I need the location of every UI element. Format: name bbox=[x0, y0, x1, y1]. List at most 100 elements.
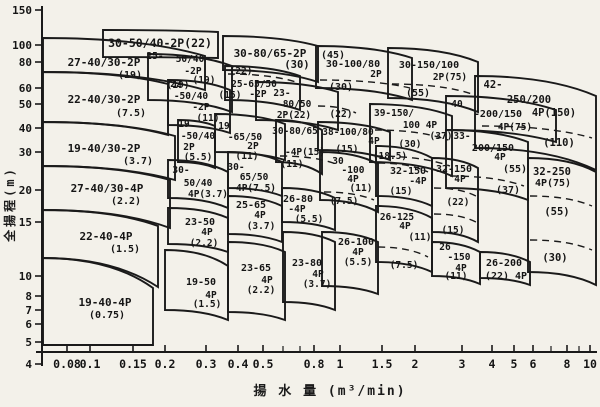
region-outline-30-80-65-2P bbox=[222, 35, 319, 84]
region-label-30-80-65-2P: (30) bbox=[284, 59, 309, 71]
region-outline-23-65-4P bbox=[227, 241, 286, 322]
region-outline-25-50-40-2P bbox=[147, 53, 233, 114]
region-label-33-200-150-4P: 4P bbox=[494, 152, 506, 163]
region-label-23-65-4P: 23-65 bbox=[241, 263, 271, 274]
region-label-23-50-4P: 23-50 bbox=[185, 217, 215, 228]
region-label-30-80-65-4P: -4P(15) bbox=[285, 147, 325, 158]
region-label-22-50-40-2P: -2P bbox=[192, 102, 209, 113]
region-label-30-50-40-4P: 50/40 bbox=[184, 178, 213, 189]
region-label-27-40-30-2P: (19) bbox=[118, 70, 142, 81]
y-tick-label: 80 bbox=[19, 56, 32, 69]
region-label-19-50-40-2P: 19 bbox=[178, 119, 190, 130]
y-tick-label: 5 bbox=[25, 336, 32, 349]
region-outline-27-40-30-4P bbox=[42, 165, 171, 230]
region-divider-39-150-100-4P bbox=[374, 129, 449, 141]
region-outline-25-65-4P bbox=[227, 195, 283, 244]
region-label-32-150-4P-b: 4P bbox=[454, 174, 466, 185]
region-label-23-80-50-2P: 80/50 bbox=[283, 99, 312, 110]
region-divider-30-80-65-4P bbox=[279, 155, 337, 165]
region-label-32-150-4P-a: (18.5) bbox=[373, 151, 407, 162]
y-tick-label: 8 bbox=[25, 290, 32, 303]
region-label-30-100-4P: (11) bbox=[350, 183, 373, 194]
region-label-40-200-150-4P: 4P(75) bbox=[498, 122, 532, 133]
x-tick-label: 2 bbox=[412, 357, 419, 371]
region-outline-19-50-4P bbox=[164, 249, 229, 322]
region-divider-23-80-50-2P bbox=[317, 105, 357, 114]
region-label-23-50-4P: (2.2) bbox=[190, 238, 219, 249]
region-label-22-40-30-2P: (7.5) bbox=[116, 108, 146, 119]
region-label-38-100-80-4P: 4P bbox=[368, 136, 380, 147]
x-tick-label: 0.1 bbox=[80, 357, 101, 371]
region-divider-33-200-150-4P bbox=[449, 175, 525, 187]
region-divider-32-250-4P bbox=[529, 195, 593, 207]
y-tick-label: 20 bbox=[19, 184, 32, 197]
region-label-26-125-4P: 26-125 bbox=[380, 212, 415, 223]
region-label-42-250-200-4P: 250/200 bbox=[507, 94, 551, 106]
region-label-30-100-80-2P: 30-100/80 bbox=[326, 59, 380, 70]
region-label-26-100-4P: 4P bbox=[352, 247, 364, 258]
region-label-30-50-40-4P: 4P(3.7) bbox=[188, 189, 228, 200]
region-label-19-40-30-2P: (3.7) bbox=[123, 156, 153, 167]
region-label-19-50-4P: 4P bbox=[205, 290, 217, 301]
region-label-32-250-4P: 32-250 bbox=[533, 166, 571, 178]
region-label-19-50-40-2P: 2P bbox=[183, 142, 195, 153]
region-label-22-50-40-2P: (11) bbox=[197, 113, 220, 124]
y-tick-label: 6 bbox=[25, 318, 32, 331]
region-label-25-50-40-2P: 50/40 bbox=[176, 54, 205, 65]
region-label-26-100-4P: (5.5) bbox=[344, 257, 373, 268]
region-label-26-200-4P: (22) 4P bbox=[485, 271, 527, 282]
region-label-25-65-4P: 4P bbox=[254, 210, 266, 221]
region-label-27-40-30-4P: 27-40/30-4P bbox=[71, 182, 144, 195]
region-label-30-100-4P: 30 bbox=[332, 156, 344, 167]
x-tick-label: 0.2 bbox=[155, 357, 176, 371]
region-outline-32-150-4P-b bbox=[431, 157, 479, 244]
region-outline-22-40-4P bbox=[42, 209, 159, 289]
region-label-32-150-4P-a: -4P bbox=[409, 176, 426, 187]
region-label-23-65-4P: 4P bbox=[261, 275, 273, 286]
x-tick-label: 0.5 bbox=[253, 357, 274, 371]
region-label-42-250-200-4P: 42- bbox=[484, 79, 503, 91]
region-label-26-125-4P: (7.5) bbox=[390, 260, 419, 271]
region-label-32-250-4P: (30) bbox=[542, 252, 567, 264]
x-tick-label: 0.8 bbox=[304, 357, 325, 371]
region-label-32-150-4P-b: (22) bbox=[447, 197, 470, 208]
region-label-30-65-50-4P: 30- bbox=[227, 162, 244, 173]
region-outline-30-100-80-2P bbox=[315, 45, 413, 102]
x-tick-label: 6 bbox=[530, 357, 537, 371]
region-divider-26-125-4P bbox=[377, 246, 429, 258]
region-label-26-80-4P: -4P bbox=[288, 204, 305, 215]
region-label-26-150-4P: 4P bbox=[455, 263, 467, 274]
y-tick-label: 4 bbox=[25, 358, 32, 371]
y-tick-label: 30 bbox=[19, 146, 32, 159]
region-label-30-80-65-2P: 30-80/65-2P bbox=[234, 47, 307, 60]
region-label-39-150-100-4P: (30) bbox=[399, 139, 422, 150]
region-label-26-150-4P: -150 bbox=[448, 252, 471, 263]
region-label-30-65-50-4P: 65/50 bbox=[240, 172, 269, 183]
region-outline-23-80-4P bbox=[282, 231, 336, 312]
region-outline-25-65-50-2P bbox=[224, 65, 301, 112]
region-label-23-80-4P: 4P bbox=[312, 269, 324, 280]
region-outline-30-50-40-2P bbox=[102, 29, 219, 59]
region-label-30-50-40-4P: 30- bbox=[172, 165, 189, 176]
region-label-39-150-100-4P: 39-150/ bbox=[374, 108, 414, 119]
region-label-30-150-100-2P: 30-150/100 bbox=[399, 60, 459, 71]
region-label-25-65-50-2P: -2P bbox=[249, 89, 266, 100]
region-label-40-200-150-4P: 40 bbox=[451, 99, 463, 110]
region-label-26-200-4P: 26-200 bbox=[486, 258, 522, 269]
region-label-25-65-4P: 25-65 bbox=[236, 200, 266, 211]
region-label-30-80-65-4P: (11) bbox=[281, 159, 304, 170]
region-divider-25-65-50-2P bbox=[227, 73, 297, 83]
region-label-25-50-40-2P: (19) bbox=[193, 75, 216, 86]
region-label-27-40-30-4P: (2.2) bbox=[111, 196, 141, 207]
region-outline-26-150-4P bbox=[431, 241, 481, 286]
region-label-33-200-150-4P: (37) bbox=[496, 185, 520, 196]
region-outline-32-250-4P bbox=[527, 157, 597, 287]
x-tick-label: 0.4 bbox=[228, 357, 249, 371]
region-label-23-50-4P: 4P bbox=[201, 227, 213, 238]
y-tick-label: 15 bbox=[19, 216, 32, 229]
region-label-25-65-50-2P: (15) bbox=[219, 90, 242, 101]
region-label-30-80-65-4P: 30-80/65 bbox=[272, 126, 318, 137]
region-label-30-100-80-2P: (30) bbox=[329, 82, 353, 93]
region-label-22-50-40-2P: -50/40 bbox=[174, 91, 209, 102]
region-label-23-65-4P: (2.2) bbox=[247, 285, 276, 296]
